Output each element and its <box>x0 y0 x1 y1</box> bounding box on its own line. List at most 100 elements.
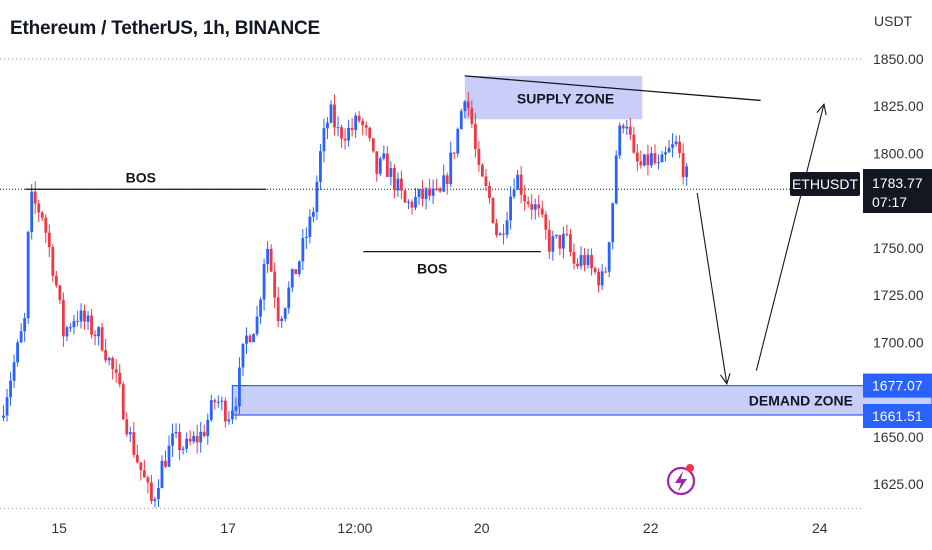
candle-body <box>410 201 414 208</box>
candle-body <box>199 431 203 443</box>
candle-body <box>414 197 417 208</box>
candle-body <box>407 201 410 203</box>
candle-body <box>685 166 689 178</box>
candle-body <box>107 358 111 361</box>
x-tick-label: 15 <box>51 520 67 536</box>
candle-body <box>47 232 51 248</box>
time-axis[interactable]: 15 17 12:00 20 22 24 <box>51 520 827 536</box>
candle-body <box>97 327 100 337</box>
candle-body <box>69 327 72 329</box>
candle-body <box>533 204 537 210</box>
candle-body <box>586 255 590 266</box>
candle-body <box>558 235 562 249</box>
candle-body <box>590 255 593 269</box>
candle-body <box>674 141 678 145</box>
candle-body <box>2 415 5 418</box>
candle-body <box>452 152 456 154</box>
candle-body <box>576 263 579 267</box>
candle-body <box>477 148 481 165</box>
candle-body <box>354 115 358 131</box>
candle-body <box>473 123 477 149</box>
candle-body <box>368 127 372 139</box>
candle-body <box>428 188 431 196</box>
candle-body <box>667 147 671 153</box>
chart-title: Ethereum / TetherUS, 1h, BINANCE <box>10 18 320 39</box>
candle-body <box>262 264 266 300</box>
candle-body <box>326 122 329 129</box>
y-tick-label: 1750.00 <box>873 240 924 256</box>
candle-body <box>276 297 280 322</box>
candle-body <box>512 189 516 197</box>
drawings <box>25 75 827 386</box>
candle-body <box>301 238 305 262</box>
candle-body <box>554 235 558 237</box>
candle-body <box>241 343 245 368</box>
candle-body <box>135 454 139 463</box>
candle-body <box>294 269 298 275</box>
candle-body <box>76 320 79 322</box>
projection-down-arrow[interactable] <box>696 192 728 384</box>
candle-body <box>537 204 541 209</box>
candle-body <box>614 155 618 204</box>
candle-body <box>459 111 463 130</box>
candle-body <box>565 233 569 235</box>
candle-body <box>498 233 502 236</box>
candle-body <box>463 101 467 112</box>
candle-body <box>118 372 122 385</box>
zones <box>231 75 932 416</box>
candle-body <box>40 212 44 218</box>
arrowhead-up <box>816 103 827 116</box>
candle-body <box>523 194 527 202</box>
candle-body <box>128 432 132 435</box>
demand-bottom-tag <box>863 404 932 429</box>
x-tick-label: 24 <box>812 520 828 536</box>
y-tick-label: 1625.00 <box>873 476 924 492</box>
candle-body <box>526 201 530 205</box>
candle-body <box>304 236 308 239</box>
candle-body <box>431 188 435 196</box>
projection-up-arrow[interactable] <box>755 104 825 371</box>
lightning-logo-icon[interactable] <box>666 464 696 496</box>
candle-body <box>639 161 643 166</box>
x-tick-label: 12:00 <box>337 520 372 536</box>
x-tick-label: 17 <box>220 520 236 536</box>
candle-body <box>628 126 632 135</box>
candle-body <box>114 369 118 373</box>
candle-body <box>157 488 160 500</box>
candle-body <box>449 152 453 185</box>
candle-body <box>382 153 386 159</box>
candle-body <box>308 216 312 237</box>
candle-body <box>185 438 189 449</box>
candle-body <box>248 335 252 343</box>
candle-body <box>234 406 238 411</box>
candle-body <box>86 315 90 322</box>
candle-body <box>167 445 171 467</box>
candle-body <box>44 217 48 233</box>
symbol-tag <box>790 172 860 197</box>
candle-body <box>61 299 65 337</box>
candle-body <box>681 153 685 178</box>
candle-body <box>333 104 336 128</box>
demand-top-value: 1677.07 <box>872 378 923 394</box>
candle-body <box>445 175 449 185</box>
candle-body <box>544 214 548 230</box>
candle-body <box>111 358 115 370</box>
candle-body <box>611 203 615 243</box>
candle-body <box>519 174 523 195</box>
candle-body <box>227 419 231 422</box>
candle-body <box>442 175 446 192</box>
candle-body <box>290 269 294 288</box>
candle-body <box>361 120 365 126</box>
bos-label-lower: BOS <box>417 261 447 277</box>
candle-body <box>5 397 9 416</box>
candle-body <box>375 151 379 174</box>
candle-body <box>54 275 58 286</box>
candle-body <box>593 268 597 273</box>
candle-body <box>231 410 234 420</box>
candle-body <box>625 126 629 129</box>
candle-body <box>635 152 639 162</box>
supply-trendline[interactable] <box>464 75 761 102</box>
candle-body <box>171 433 174 446</box>
candle-body <box>255 316 259 335</box>
